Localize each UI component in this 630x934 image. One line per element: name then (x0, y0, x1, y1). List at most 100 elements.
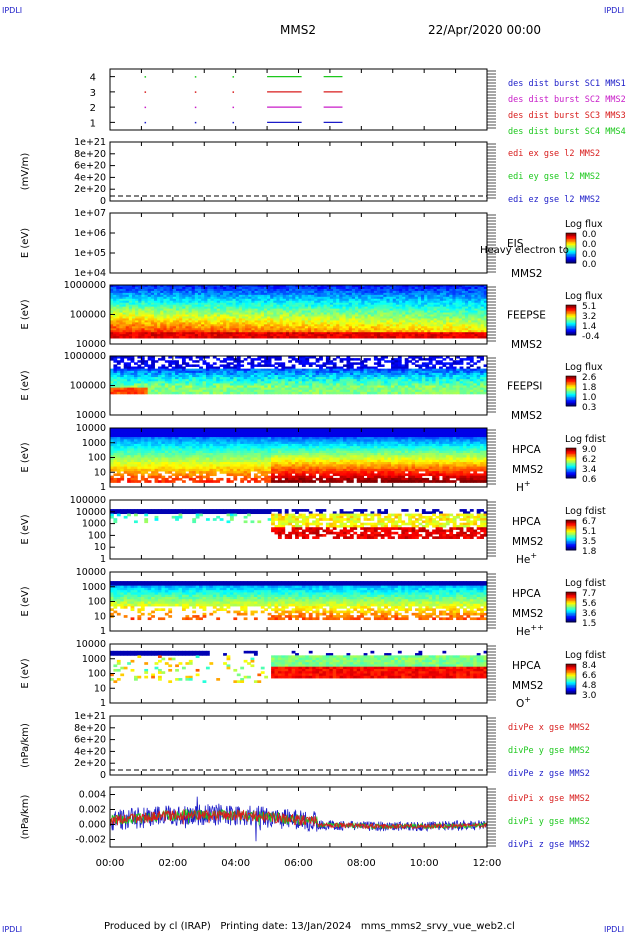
feepsi-cell (380, 368, 385, 372)
feepse-cell (110, 336, 114, 339)
feepse-cell (443, 292, 447, 296)
feepse-cell (345, 322, 350, 325)
feepse-cell (172, 336, 177, 339)
feepsi-cell (301, 362, 306, 365)
feepse-cell (210, 320, 215, 323)
feepsi-cell (202, 391, 207, 395)
feepse-cell (201, 304, 205, 308)
feepse-cell (380, 322, 384, 325)
feepse-sub: MMS2 (511, 339, 542, 351)
feepse-cell (179, 304, 183, 308)
feepse-cell (144, 300, 149, 304)
feepse-cell (248, 298, 252, 302)
feepsi-cell (421, 379, 426, 382)
feepse-cell (185, 318, 189, 321)
feepsi-cell (219, 377, 224, 380)
feepse-cell (408, 288, 412, 292)
feepse-cell (295, 296, 299, 300)
feepse-cell (263, 326, 268, 329)
feepse-cell (468, 322, 472, 325)
feepse-cell (169, 304, 174, 308)
feepse-cell (336, 332, 340, 335)
feepse-cell (160, 298, 164, 302)
feepse-cell (153, 308, 158, 311)
feepsi-cell (322, 364, 327, 367)
feepse-cell (373, 296, 378, 300)
feepsi-cell (391, 364, 395, 367)
feepsi-cell (236, 366, 241, 370)
feepse-cell (427, 290, 431, 294)
feepse-cell (307, 310, 312, 313)
eis-colorbar-cell (566, 242, 576, 244)
feepse-cell (279, 306, 284, 309)
feepse-cell (436, 300, 441, 304)
feepse-cell (320, 312, 325, 315)
feepse-cell (216, 336, 221, 339)
feepsi-cell (161, 374, 166, 378)
feepsi-cell (253, 358, 258, 361)
feepse-cell (113, 336, 117, 339)
feepse-cell (345, 336, 350, 339)
feepse-cell (364, 294, 369, 298)
feepse-cell (405, 296, 409, 300)
feepsi-cell (202, 385, 207, 389)
feepse-cell (326, 288, 331, 292)
feepse-cell (320, 285, 325, 288)
feepse-cell (241, 312, 246, 315)
feepsi-cell (247, 374, 251, 378)
feepse-cell (427, 294, 431, 298)
feepsi-cell (274, 374, 279, 378)
feepse-cell (207, 296, 211, 300)
feepse-cell (289, 328, 293, 331)
eis-colorbar-cell (566, 260, 576, 262)
feepse-cell (216, 308, 221, 311)
feepse-cell (210, 304, 215, 308)
feepse-cell (480, 312, 485, 315)
feepse-cell (395, 320, 400, 323)
feepse-cell (163, 290, 167, 294)
feepse-cell (254, 290, 259, 294)
feepse-cell (153, 336, 158, 339)
feepsi-cell (312, 377, 317, 380)
feepse-cell (138, 334, 142, 337)
feepse-cell (182, 318, 186, 321)
feepse-cell (314, 298, 318, 302)
feepse-cell (232, 296, 237, 300)
feepse-cell (326, 322, 331, 325)
feepse-cell (273, 336, 277, 339)
feepse-cell (223, 314, 227, 317)
feepse-cell (292, 302, 296, 306)
feepsi-cell (301, 374, 306, 378)
feepsi-cell (247, 385, 251, 389)
feepse-cell (348, 318, 353, 321)
feepsi-cell (401, 391, 406, 395)
feepsi-cell (157, 358, 162, 361)
feepse-cell (292, 336, 296, 339)
feepsi-cell (380, 389, 385, 393)
feepse-cell (461, 334, 466, 337)
feepse-cell (194, 322, 199, 325)
feepse-cell (465, 285, 469, 288)
feepse-cell (254, 304, 259, 308)
feepse-cell (411, 286, 416, 290)
feepse-cell (128, 324, 133, 327)
feepse-cell (150, 330, 155, 333)
feepse-cell (251, 290, 255, 294)
feepsi-cell (147, 368, 152, 372)
feepse-cell (216, 322, 221, 325)
feepse-cell (439, 292, 444, 296)
feepse-cell (207, 302, 211, 306)
feepsi-cell (110, 391, 114, 395)
feepse-cell (110, 302, 114, 306)
feepsi-cell (140, 368, 145, 372)
burst-dot (232, 121, 235, 124)
feepse-cell (213, 285, 218, 288)
feepse-cell (185, 298, 189, 302)
feepse-cell (367, 296, 372, 300)
feepse-cell (254, 334, 259, 337)
feepse-cell (358, 326, 362, 329)
feepse-cell (116, 294, 120, 298)
feepse-cell (279, 292, 284, 296)
feepsi-cell (137, 364, 142, 367)
feepse-cell (386, 306, 391, 309)
